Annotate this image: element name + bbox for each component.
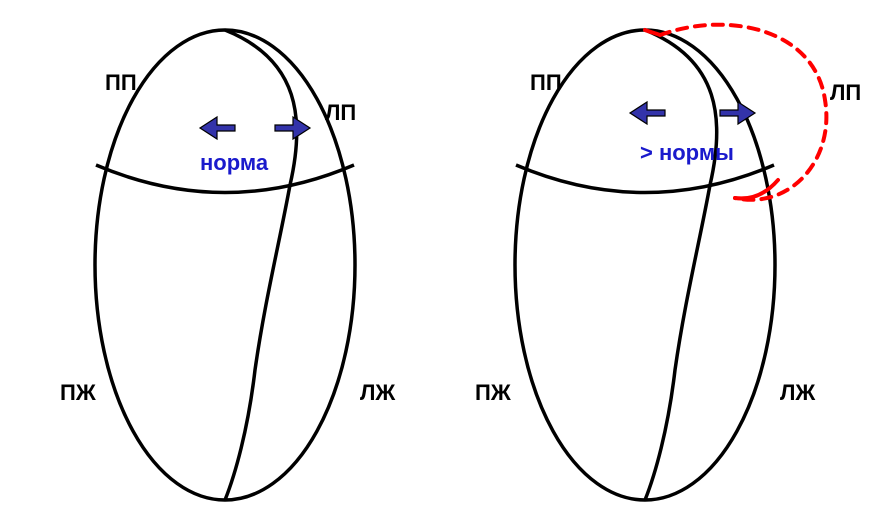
left-arrow-right	[275, 117, 310, 139]
left-label-pzh: ПЖ	[60, 380, 96, 405]
left-heart-septum	[225, 30, 297, 500]
right-arrow-left	[630, 102, 665, 124]
right-heart-septum	[645, 30, 717, 500]
left-label-lzh: ЛЖ	[360, 380, 395, 405]
left-arrow-left	[200, 117, 235, 139]
left-heart-outline	[95, 30, 355, 500]
left-heart: ПП ЛП ПЖ ЛЖ норма	[60, 30, 395, 500]
right-annot-text: > нормы	[640, 140, 734, 165]
diagram-canvas: ПП ЛП ПЖ ЛЖ норма ПП ЛП ПЖ ЛЖ	[0, 0, 877, 521]
left-label-pp: ПП	[105, 70, 137, 95]
right-heart: ПП ЛП ПЖ ЛЖ > нормы	[475, 25, 861, 500]
right-label-lzh: ЛЖ	[780, 380, 815, 405]
right-label-pp: ПП	[530, 70, 562, 95]
right-heart-outline	[515, 30, 775, 500]
right-arrow-right	[720, 102, 755, 124]
left-label-lp: ЛП	[325, 100, 356, 125]
right-label-lp: ЛП	[830, 80, 861, 105]
right-heart-av-divider	[516, 165, 774, 193]
left-annot-text: норма	[200, 150, 269, 175]
right-label-pzh: ПЖ	[475, 380, 511, 405]
